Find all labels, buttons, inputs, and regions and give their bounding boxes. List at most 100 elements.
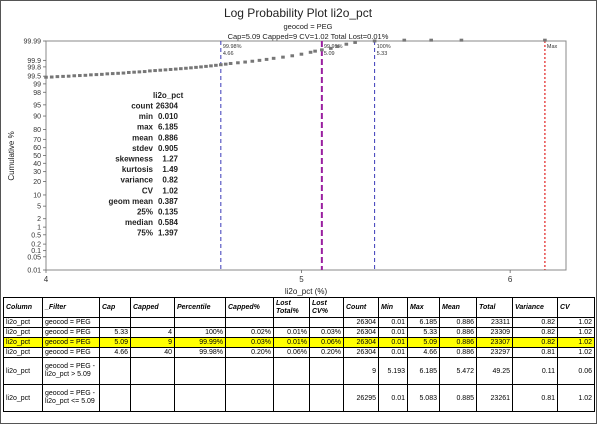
table-cell: 1.02	[557, 317, 595, 328]
y-tick-label: 95	[33, 102, 41, 109]
table-cell: 23307	[476, 337, 513, 348]
data-point	[89, 73, 93, 77]
table-cell: li2o_pct	[3, 317, 43, 328]
data-point	[83, 73, 88, 77]
table-cell: 0.20%	[225, 347, 274, 358]
stat-value: 26304	[156, 102, 179, 111]
data-point	[168, 67, 173, 71]
table-cell: 0.06%	[309, 337, 344, 348]
data-point	[243, 60, 247, 64]
table-cell: 1.02	[557, 337, 595, 348]
column-header: Min	[378, 297, 408, 318]
y-tick-label: 0.2	[31, 242, 41, 249]
data-point	[179, 67, 183, 71]
table-cell: 23297	[476, 347, 513, 358]
data-point	[299, 52, 304, 56]
table-cell	[174, 357, 226, 385]
data-point	[308, 50, 313, 54]
table-cell: 26304	[343, 347, 379, 358]
y-tick-label: 0.01	[27, 268, 41, 275]
y-tick-label: 98	[33, 90, 41, 97]
column-header: Count	[343, 297, 379, 318]
data-point	[148, 69, 152, 73]
stat-value: 1.49	[162, 165, 178, 174]
data-point	[402, 38, 407, 42]
column-header: Capped%	[225, 297, 274, 318]
column-header: _Filter	[42, 297, 100, 318]
table-cell: 49.25	[476, 357, 513, 385]
data-point	[313, 49, 317, 53]
data-point	[153, 69, 157, 73]
stat-name: median	[125, 218, 153, 227]
column-header: Lost Total%	[273, 297, 310, 318]
column-header: Lost CV%	[309, 297, 344, 318]
y-tick-label: 99.9	[27, 58, 41, 65]
stat-value: 1.02	[162, 186, 178, 195]
data-point	[189, 66, 193, 70]
column-header: Max	[407, 297, 440, 318]
stats-header: li2o_pct	[153, 91, 184, 100]
table-cell: 26304	[343, 337, 379, 348]
data-point	[116, 71, 120, 75]
chart-subtitle-cap: Cap=5.09 Capped=9 CV=1.02 Total Lost=0.0…	[228, 32, 389, 41]
data-point	[100, 72, 104, 76]
data-point	[204, 64, 208, 68]
y-tick-label: 2	[37, 216, 41, 223]
capping-summary-table: Column _Filter Cap Capped Percentile Capped% L…	[3, 297, 595, 412]
table-cell: 0.03%	[309, 327, 344, 338]
y-tick-label: 70	[33, 137, 41, 144]
table-cell	[225, 317, 274, 328]
table-cell	[99, 317, 131, 328]
table-cell: 6.185	[407, 317, 440, 328]
y-axis-label: Cumulative %	[7, 131, 16, 180]
table-cell: 1.02	[557, 347, 595, 358]
y-tick-label: 0.5	[31, 232, 41, 239]
table-cell: li2o_pct	[3, 347, 43, 358]
table-cell: 5.472	[439, 357, 477, 385]
data-point	[250, 59, 255, 63]
data-point	[78, 74, 82, 78]
stat-value: 1.397	[158, 229, 179, 238]
y-tick-label: 1	[37, 225, 41, 232]
stat-name: 25%	[137, 208, 153, 217]
table-cell: 0.82	[512, 317, 558, 328]
data-point	[344, 42, 349, 46]
table-cell	[273, 384, 310, 412]
table-cell: 0.06	[557, 357, 595, 385]
y-tick-label: 60	[33, 145, 41, 152]
table-cell	[309, 357, 344, 385]
column-header: Mean	[439, 297, 477, 318]
data-point	[94, 73, 99, 77]
table-cell	[130, 357, 175, 385]
chart-title: Log Probability Plot li2o_pct	[224, 6, 373, 20]
table-cell: 0.886	[439, 347, 477, 358]
data-point	[173, 67, 178, 71]
cap-line-label: 99.99%	[324, 44, 343, 50]
stat-name: max	[137, 123, 154, 132]
data-point	[372, 39, 377, 43]
table-body: li2o_pct geocod = PEG 26304 0.01 6.185 0.886 2…	[3, 317, 595, 412]
table-cell	[99, 384, 131, 412]
table-row: li2o_pct geocod = PEG 26304 0.01 6.185 0.886 2…	[3, 317, 595, 328]
table-cell: 0.81	[512, 347, 558, 358]
table-cell	[99, 357, 131, 385]
table-cell: 26295	[343, 384, 379, 412]
data-points	[44, 38, 547, 79]
data-point	[184, 66, 188, 70]
cap-line-value: 5.33	[377, 51, 388, 57]
table-cell: 0.02%	[225, 327, 274, 338]
table-cell: 4.66	[407, 347, 440, 358]
data-point	[271, 56, 276, 60]
x-tick-label: 6	[508, 275, 513, 284]
table-cell: 5.193	[378, 357, 408, 385]
table-cell: 6.185	[407, 357, 440, 385]
stat-value: 6.185	[158, 123, 179, 132]
data-point	[199, 65, 203, 69]
data-point	[228, 61, 233, 65]
table-cell	[225, 384, 274, 412]
table-row: li2o_pct geocod = PEG - li2o_pct > 5.09 9 5…	[3, 357, 595, 385]
y-tick-label: 0.05	[27, 254, 41, 261]
x-tick-label: 4	[44, 275, 49, 284]
stat-name: skewness	[115, 155, 153, 164]
x-axis-label: li2o_pct (%)	[285, 287, 328, 296]
